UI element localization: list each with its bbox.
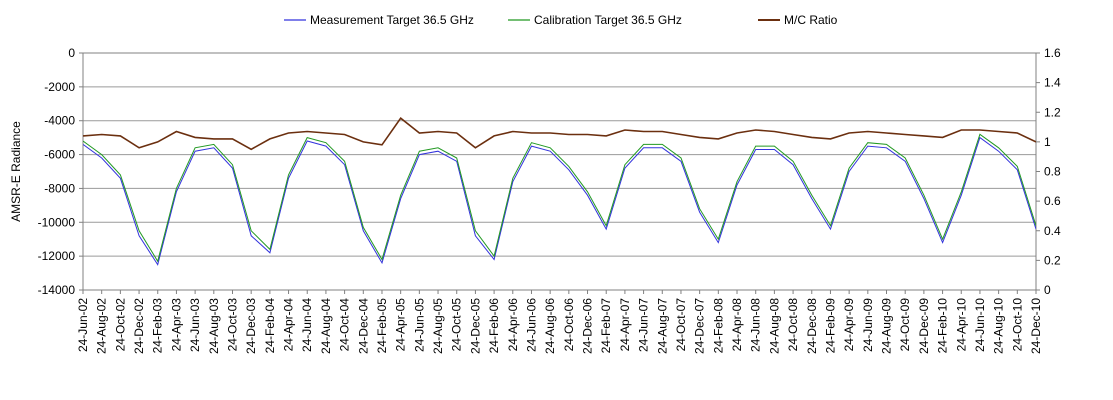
x-tick-label: 24-Feb-07	[599, 298, 613, 354]
y-tick-label: -14000	[38, 283, 76, 297]
series-line-2	[83, 133, 1036, 263]
x-tick-label: 24-Oct-07	[674, 298, 688, 352]
x-tick-label: 24-Feb-09	[823, 298, 837, 354]
plot-frame	[82, 52, 1037, 291]
plot-area	[82, 52, 1037, 291]
x-tick-label: 24-Oct-02	[113, 298, 127, 352]
x-tick-label: 24-Oct-08	[786, 298, 800, 352]
x-tick-label: 24-Apr-09	[842, 298, 856, 352]
x-tick-label: 24-Oct-09	[898, 298, 912, 352]
y-axis-title: AMSR-E Radiance	[9, 121, 23, 222]
y2-tick-label: 1.6	[1044, 46, 1061, 60]
x-tick-label: 24-Jun-08	[749, 298, 763, 352]
y-tick-label: -6000	[44, 148, 75, 162]
x-tick-label: 24-Feb-05	[375, 298, 389, 354]
series-layer	[83, 117, 1036, 266]
x-tick-label: 24-Aug-07	[655, 298, 669, 354]
y-tick-label: -4000	[44, 114, 75, 128]
x-tick-label: 24-Dec-08	[805, 298, 819, 354]
x-tick-label: 24-Dec-10	[1029, 298, 1043, 354]
y2-tick-label: 0.6	[1044, 194, 1061, 208]
x-tick-label: 24-Aug-05	[431, 298, 445, 354]
x-axis: 24-Jun-02 24-Aug-02 24-Oct-02 24-Dec-02 24-F…	[76, 290, 1043, 354]
x-tick-label: 24-Aug-09	[880, 298, 894, 354]
x-tick-label: 24-Aug-03	[207, 298, 221, 354]
x-tick-label: 24-Dec-04	[356, 298, 370, 354]
x-tick-label: 24-Apr-06	[506, 298, 520, 352]
series-line-1	[83, 136, 1036, 266]
y-tick-label: -8000	[44, 181, 75, 195]
legend-label: M/C Ratio	[784, 13, 838, 27]
y2-tick-label: 1.4	[1044, 76, 1061, 90]
series-line-3	[83, 117, 1036, 151]
x-tick-label: 24-Dec-05	[468, 298, 482, 354]
x-tick-label: 24-Jun-09	[861, 298, 875, 352]
x-tick-label: 24-Aug-06	[543, 298, 557, 354]
y-tick-label: 0	[68, 46, 75, 60]
y2-tick-label: 0	[1044, 283, 1051, 297]
x-tick-label: 24-Apr-03	[169, 298, 183, 352]
x-tick-label: 24-Jun-02	[76, 298, 90, 352]
x-tick-label: 24-Apr-07	[618, 298, 632, 352]
y2-tick-label: 1.2	[1044, 105, 1061, 119]
y-tick-label: -10000	[38, 215, 76, 229]
x-tick-label: 24-Apr-08	[730, 298, 744, 352]
x-tick-label: 24-Jun-07	[637, 298, 651, 352]
x-tick-label: 24-Jun-06	[524, 298, 538, 352]
x-tick-label: 24-Feb-08	[711, 298, 725, 354]
x-tick-label: 24-Jun-10	[973, 298, 987, 352]
x-tick-label: 24-Oct-06	[562, 298, 576, 352]
x-tick-label: 24-Dec-06	[581, 298, 595, 354]
x-tick-label: 24-Apr-05	[394, 298, 408, 352]
y-axis-right: 1.6 1.4 1.2 1 0.8 0.6 0.4 0.2 0	[1036, 46, 1061, 297]
x-tick-label: 24-Dec-09	[917, 298, 931, 354]
x-tick-label: 24-Dec-02	[132, 298, 146, 354]
y2-tick-label: 0.2	[1044, 253, 1061, 267]
legend-label: Calibration Target 36.5 GHz	[534, 13, 682, 27]
x-tick-label: 24-Jun-04	[300, 298, 314, 352]
y2-tick-label: 0.4	[1044, 224, 1061, 238]
legend-label: Measurement Target 36.5 GHz	[310, 13, 474, 27]
x-tick-label: 24-Oct-04	[338, 298, 352, 352]
x-tick-label: 24-Oct-10	[1010, 298, 1024, 352]
x-tick-label: 24-Feb-03	[151, 298, 165, 354]
x-tick-label: 24-Dec-07	[693, 298, 707, 354]
y-tick-label: -12000	[38, 249, 76, 263]
x-tick-label: 24-Apr-04	[282, 298, 296, 352]
x-tick-label: 24-Jun-05	[412, 298, 426, 352]
y2-tick-label: 0.8	[1044, 165, 1061, 179]
x-tick-label: 24-Feb-04	[263, 298, 277, 354]
x-tick-label: 24-Dec-03	[244, 298, 258, 354]
x-tick-label: 24-Apr-10	[954, 298, 968, 352]
x-tick-label: 24-Feb-06	[487, 298, 501, 354]
y-tick-label: -2000	[44, 80, 75, 94]
y-axis-left: 0 -2000 -4000 -6000 -8000 -10000 -12000 -14000	[38, 46, 83, 297]
gridlines	[83, 52, 1036, 291]
x-tick-label: 24-Aug-08	[767, 298, 781, 354]
legend: Measurement Target 36.5 GHz Calibration T…	[284, 13, 838, 27]
x-tick-label: 24-Aug-02	[95, 298, 109, 354]
x-tick-label: 24-Feb-10	[936, 298, 950, 354]
x-tick-label: 24-Aug-10	[992, 298, 1006, 354]
x-tick-label: 24-Jun-03	[188, 298, 202, 352]
x-tick-label: 24-Oct-05	[450, 298, 464, 352]
x-tick-label: 24-Oct-03	[225, 298, 239, 352]
x-tick-label: 24-Aug-04	[319, 298, 333, 354]
y2-tick-label: 1	[1044, 135, 1051, 149]
